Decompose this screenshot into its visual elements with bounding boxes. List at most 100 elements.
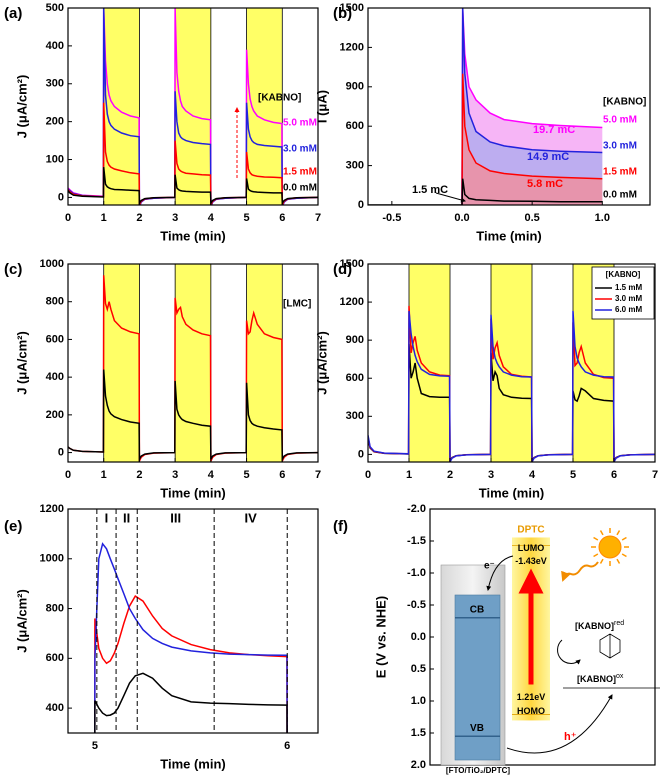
x-tick-label: 0 xyxy=(65,212,71,224)
y-tick-label: 0 xyxy=(58,191,64,203)
x-tick-label: 7 xyxy=(652,469,658,481)
species-base: [KABNO] xyxy=(577,674,616,684)
x-tick-label: 1 xyxy=(406,469,412,481)
y-tick-label: 600 xyxy=(346,120,364,132)
species-base: [KABNO] xyxy=(575,621,614,631)
x-tick-label: 4 xyxy=(529,469,536,481)
y-tick-label: -2.0 xyxy=(407,503,426,515)
panel-label: (d) xyxy=(333,261,352,278)
x-tick-label: 3 xyxy=(172,212,178,224)
y-tick-label: 0.5 xyxy=(411,663,426,675)
electron-arrow xyxy=(486,555,514,591)
legend-label: 6.0 mM xyxy=(615,305,642,314)
series-line xyxy=(68,167,318,205)
y-tick-label: 1500 xyxy=(340,2,364,14)
series-line xyxy=(368,343,655,462)
band-label: CB xyxy=(470,604,484,615)
x-axis-label: Time (min) xyxy=(479,485,545,500)
y-tick-label: 0 xyxy=(358,199,364,211)
lumo-label: LUMO xyxy=(518,543,545,553)
y-tick-label: 0 xyxy=(58,446,64,458)
charge-label: 5.8 mC xyxy=(527,178,563,190)
series-label: 3.0 mM xyxy=(283,144,317,155)
y-tick-label: 500 xyxy=(46,2,64,14)
x-tick-label: 1 xyxy=(101,469,107,481)
electrode-label: [FTO/TiO₂/DPTC] xyxy=(446,766,510,775)
light-on-region xyxy=(174,8,212,205)
y-tick-label: 300 xyxy=(346,410,364,422)
y-tick-label: 400 xyxy=(46,371,64,383)
homo-value: 1.21eV xyxy=(517,692,546,702)
y-tick-label: 800 xyxy=(46,602,64,614)
panel: (c) J (μA/cm²) 0 200 400 600 800 1000 Time (min)… xyxy=(4,258,321,501)
plot-area xyxy=(94,509,288,733)
series-line xyxy=(461,73,603,205)
x-tick-label: 0.0 xyxy=(454,212,469,224)
x-tick-label: 5 xyxy=(244,469,250,481)
series-line xyxy=(68,275,318,462)
sun-ray xyxy=(621,553,627,558)
sun-ray xyxy=(593,536,599,541)
charge-label: 14.9 mC xyxy=(527,151,569,163)
x-tick-label: -0.5 xyxy=(382,212,401,224)
sun-ray xyxy=(621,536,627,541)
species-label: [KABNO]ox xyxy=(577,673,624,685)
y-axis-label: I (μA) xyxy=(314,90,329,123)
species-state: red xyxy=(614,620,624,627)
y-tick-label: -1.0 xyxy=(407,567,426,579)
y-tick-label: 800 xyxy=(46,296,64,308)
series-label: 5.0 mM xyxy=(603,115,637,126)
y-tick-label: 300 xyxy=(346,160,364,172)
band-label: VB xyxy=(470,723,484,734)
x-tick-label: 4 xyxy=(208,469,215,481)
light-on-region xyxy=(246,264,283,462)
x-axis-label: Time (min) xyxy=(160,485,226,500)
x-tick-label: 2 xyxy=(136,212,142,224)
light-on-region xyxy=(103,264,140,462)
x-tick-label: 1.0 xyxy=(595,212,610,224)
area xyxy=(462,73,603,205)
light-on-region xyxy=(174,264,212,462)
series-label: 1.5 mM xyxy=(603,167,637,178)
species-label: [KABNO]red xyxy=(575,620,624,632)
x-tick-label: 2 xyxy=(136,469,142,481)
hole-label: h⁺ xyxy=(564,731,577,743)
y-tick-label: 400 xyxy=(46,702,64,714)
x-tick-label: 6 xyxy=(279,469,285,481)
x-tick-label: 5 xyxy=(570,469,576,481)
series-label: 3.0 mM xyxy=(603,141,637,152)
x-tick-label: 3 xyxy=(172,469,178,481)
x-tick-label: 0.5 xyxy=(525,212,540,224)
legend-label: 3.0 mM xyxy=(615,294,642,303)
y-tick-label: 100 xyxy=(46,153,64,165)
series-line xyxy=(368,310,655,462)
panel: (f) E (V vs. NHE) -2.0 -1.5 -1.0 -0.5 0.0 0.5 1.… xyxy=(333,503,660,775)
sun-ray xyxy=(593,553,599,558)
homo-label: HOMO xyxy=(517,706,545,716)
sun-ray xyxy=(616,530,621,536)
molecule xyxy=(599,633,621,659)
series-label: 5.0 mM xyxy=(283,118,317,129)
panel-label: (e) xyxy=(4,518,22,535)
area xyxy=(462,8,603,205)
x-tick-label: 5 xyxy=(244,212,250,224)
y-tick-label: 600 xyxy=(346,372,364,384)
region-label: II xyxy=(123,510,130,525)
redox-cycle xyxy=(557,639,581,665)
x-tick-label: 7 xyxy=(315,469,321,481)
x-tick-label: 0 xyxy=(65,469,71,481)
series-label: 1.5 mM xyxy=(283,167,317,178)
x-tick-label: 5 xyxy=(92,740,98,752)
y-tick-label: -0.5 xyxy=(407,599,426,611)
series-line xyxy=(368,178,603,205)
plot-area xyxy=(368,8,603,205)
series-line xyxy=(94,672,288,733)
x-axis-label: Time (min) xyxy=(160,756,226,771)
x-axis-label: Time (min) xyxy=(160,228,226,243)
region-label: IV xyxy=(245,510,258,525)
x-tick-label: 6 xyxy=(284,740,290,752)
panel: (d) J (μA/cm²) 0 300 600 900 1200 1500 Time (min… xyxy=(314,258,658,501)
panel-label: (f) xyxy=(333,518,348,535)
series-line xyxy=(368,305,655,462)
